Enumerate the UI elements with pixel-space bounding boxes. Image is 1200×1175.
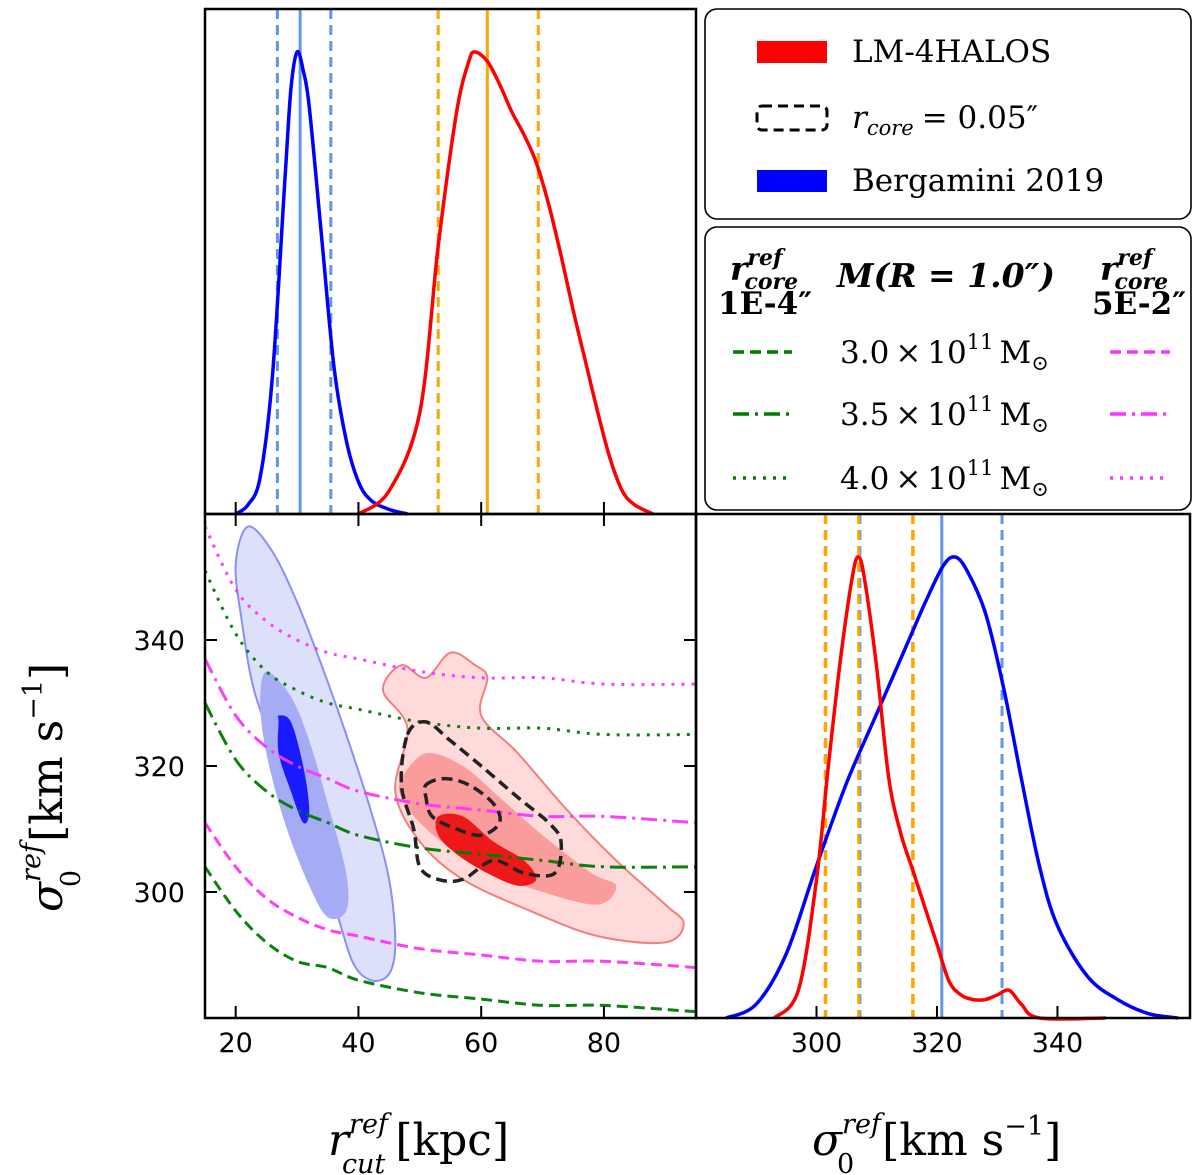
mass-curve-5E-2-3.5 [205,658,696,825]
rcore-contour-level-2 [422,776,502,838]
rcut-lm-kde [357,50,654,516]
rcut-berg-kde [234,49,408,516]
joint-posterior-panel: 20 40 60 80 300 320 340 [133,514,696,1059]
legend-lm-swatch [757,41,827,63]
sigma-x-tick-label: 340 [1032,1028,1084,1059]
legend-mass-box [704,226,1192,511]
mass-curve-5E-2-4.0 [205,525,696,687]
legend-mass: rref core 1E-4″ M(R = 1.0″) rref core 5E-2… [704,226,1192,511]
sigma-x-tick-label: 320 [911,1028,963,1059]
legend-rcore-swatch [755,104,829,132]
joint-y-tick-label: 300 [133,878,185,909]
legend-mass-row-1: 3.0 × 1011 M⊙ [840,330,1049,375]
lm-contour-level-2 [398,753,617,905]
y-axis-label-sigma: σref 0[km s−1] [16,663,87,912]
joint-x-tick-label: 60 [464,1028,498,1059]
lm-contour-level-1 [381,651,685,945]
legend-berg-swatch [757,170,827,192]
berg-contour-level-1 [234,525,397,982]
legend-right-header: rref core [1100,245,1168,295]
legend-lm-label: LM-4HALOS [852,34,1051,70]
rcut-marginal-panel [234,9,654,516]
berg-contour-level-3 [277,715,310,824]
legend-center-header: M(R = 1.0″) [836,256,1055,295]
sigma-marginal-panel: 300 320 340 [725,514,1179,1059]
legend-left-value: 1E-4″ [718,286,812,322]
legend-berg-label: Bergamini 2019 [852,163,1104,199]
legend-mass-row-3: 4.0 × 1011 M⊙ [840,456,1049,501]
mass-curve-1E-4-3.0 [205,865,696,1014]
legend-right-value: 5E-2″ [1092,286,1186,322]
joint-x-tick-label: 80 [587,1028,621,1059]
joint-x-tick-label: 20 [219,1028,253,1059]
legend-rcore-label: rcore = 0.05″ [852,100,1038,140]
rcore-contour-level-1 [399,719,564,884]
legend-samples: LM-4HALOS rcore = 0.05″ Bergamini 2019 [704,8,1192,220]
mass-curve-1E-4-3.5 [205,702,696,869]
sigma-lm-kde [772,555,1106,1021]
legend-mass-row-2: 3.5 × 1011 M⊙ [840,392,1049,437]
mass-curve-5E-2-3.0 [205,821,696,970]
joint-y-tick-label: 320 [133,752,185,783]
legend-left-header: rref core [730,245,798,295]
frame-right [694,512,1192,1020]
x-axis-label-sigma: σref 0 [km s−1] [812,1109,1061,1175]
joint-x-tick-label: 40 [341,1028,375,1059]
sigma-berg-kde [725,555,1179,1020]
x-axis-label-rcut: rref cut [kpc] [328,1109,509,1175]
sigma-x-tick-label: 300 [791,1028,843,1059]
joint-plot-area [205,525,696,1014]
joint-y-tick-label: 340 [133,626,185,657]
